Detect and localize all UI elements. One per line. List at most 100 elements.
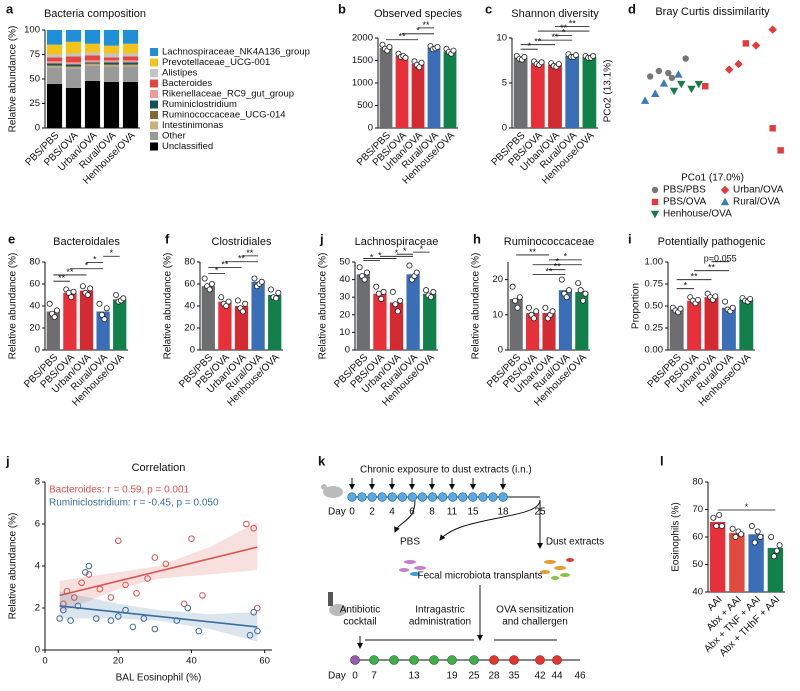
data-point [254, 627, 261, 635]
y-axis-label: Relative abundance (%) [163, 253, 174, 360]
y-tick-label: 0.75 [645, 279, 664, 290]
y-tick-label: 20 [184, 323, 195, 334]
data-point [738, 531, 745, 538]
bar-segment [103, 45, 120, 54]
exposure-dot [478, 492, 488, 502]
data-point [402, 54, 409, 61]
exposure-label: Chronic exposure to dust extracts (i.n.) [360, 465, 532, 476]
y-tick-label: 40 [184, 301, 195, 312]
y-tick-label: 0.25 [645, 323, 664, 334]
data-point [243, 520, 250, 528]
significance-label: ** [529, 247, 537, 257]
data-point [769, 125, 776, 132]
bar-segment [46, 67, 63, 84]
bar-segment [103, 62, 120, 65]
legend-label: Rural/OVA [733, 197, 780, 208]
bar-segment [122, 62, 139, 65]
x-tick-label: 20 [113, 656, 124, 667]
significance-label: p=0.055 [704, 254, 737, 264]
day-number: 35 [508, 671, 520, 682]
antibiotic-dot [350, 655, 360, 665]
data-point [555, 61, 562, 68]
data-point [250, 524, 257, 532]
chart-title: Potentially pathogenic [658, 236, 766, 248]
bar [427, 47, 441, 128]
exposure-dot [367, 492, 377, 502]
y-axis-label: Relative abundance (%) [318, 253, 329, 360]
y-tick-label: 0 [368, 123, 373, 134]
bar-segment [65, 62, 82, 65]
data-point [46, 300, 53, 307]
bar-segment [65, 30, 82, 42]
bar [234, 306, 249, 350]
data-point [640, 96, 650, 104]
bar [443, 51, 457, 128]
y-axis-label: PCo2 (13.1%) [603, 60, 614, 123]
branch-right: Dust extracts [546, 537, 604, 548]
chart-title: Observed species [374, 8, 463, 20]
day-number: 8 [429, 507, 435, 518]
gavage-dot [389, 655, 399, 665]
y-tick-label: 2000 [352, 33, 373, 44]
data-point [430, 288, 437, 295]
legend-swatch [150, 111, 158, 119]
bar-segment [122, 65, 139, 67]
y-tick-label: 500 [357, 100, 373, 111]
legend-swatch [150, 142, 158, 151]
data-point [694, 296, 701, 303]
data-point [702, 82, 709, 90]
panel-label: e [8, 231, 15, 246]
data-point [386, 44, 393, 51]
y-tick-label: 60 [184, 279, 195, 290]
data-point [757, 534, 764, 541]
data-point [107, 594, 115, 601]
data-point [254, 604, 261, 612]
data-point [687, 85, 696, 94]
significance-label: * [93, 254, 97, 264]
data-point [133, 590, 140, 597]
data-point [151, 625, 159, 633]
step-label: cocktail [343, 617, 376, 628]
data-point [669, 87, 679, 96]
gavage-dot [447, 655, 457, 665]
y-tick-label: 20 [29, 323, 40, 334]
y-tick-label: 80 [692, 477, 703, 488]
data-point [450, 47, 457, 54]
data-point [78, 579, 85, 587]
ova-dot [509, 655, 519, 665]
significance-label: ** [708, 263, 716, 273]
data-point [239, 308, 246, 315]
data-point [423, 287, 430, 294]
exposure-dot [387, 492, 397, 502]
significance-label: * [85, 261, 89, 271]
data-point [677, 305, 684, 312]
data-point [113, 291, 120, 298]
data-point [234, 297, 241, 304]
bar-segment [65, 53, 82, 57]
data-point [268, 286, 275, 293]
y-tick-label: 30 [339, 292, 350, 303]
y-axis-label: Eosinophils (%) [671, 502, 682, 571]
data-point [96, 300, 103, 307]
bar [373, 293, 387, 350]
data-point [120, 295, 127, 302]
exposure-dot [427, 492, 438, 502]
significance-label: * [110, 248, 114, 258]
data-point [582, 290, 589, 297]
bar [748, 534, 764, 592]
bar-segment [84, 55, 101, 61]
confidence-band [59, 521, 258, 613]
significance-label: * [684, 281, 688, 291]
bar [513, 57, 528, 128]
bar-segment [122, 81, 139, 128]
data-point [748, 523, 755, 530]
data-point [273, 295, 280, 302]
bar [379, 47, 393, 128]
bar [251, 281, 265, 350]
day-number: 25 [468, 671, 480, 682]
y-tick-label: 80 [29, 257, 40, 268]
data-point [251, 275, 258, 282]
fit-line [59, 546, 258, 597]
y-tick-label: 40 [29, 301, 40, 312]
data-point [53, 307, 60, 314]
